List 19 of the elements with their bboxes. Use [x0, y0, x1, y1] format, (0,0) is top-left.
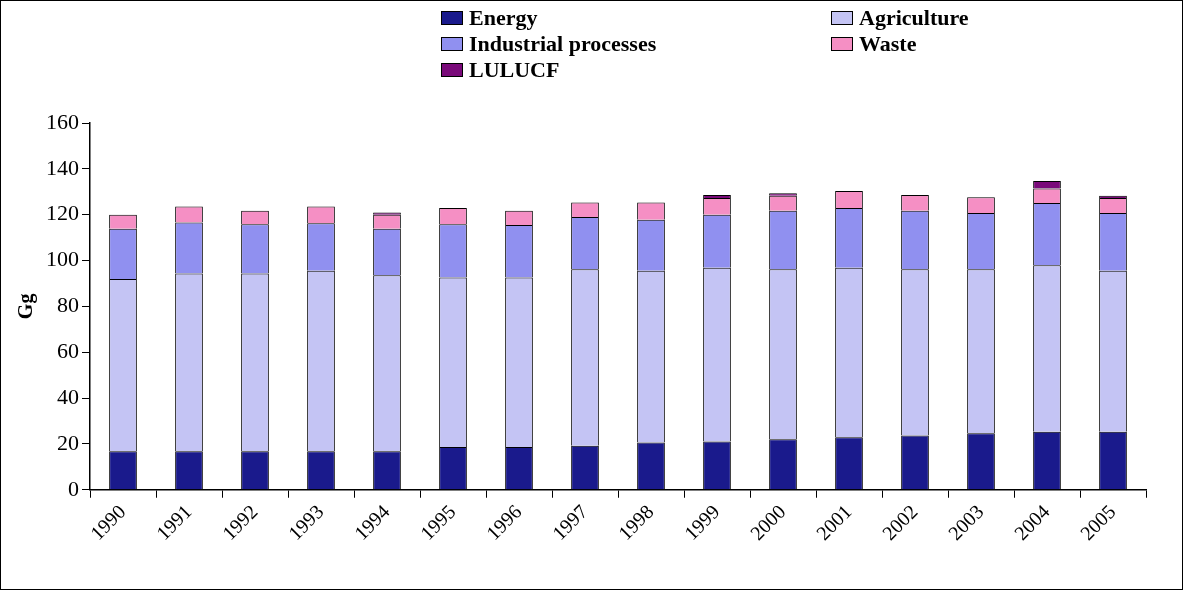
y-tick-label: 80	[57, 292, 79, 318]
x-tick-label: 1999	[679, 500, 724, 545]
x-tick-label: 1990	[85, 500, 130, 545]
legend-label: Waste	[859, 31, 917, 57]
legend-label: Industrial processes	[469, 31, 657, 57]
y-tick-label: 20	[57, 429, 79, 455]
legend-label: LULUCF	[469, 57, 560, 83]
y-tick-label: 60	[57, 338, 79, 363]
y-tick-label: 140	[46, 154, 79, 180]
y-axis-title: Gg	[14, 293, 38, 320]
y-tick-label: 160	[46, 108, 79, 134]
legend-label: Energy	[469, 5, 538, 31]
y-tick-label: 120	[46, 200, 79, 226]
legend-label: Agriculture	[859, 5, 969, 31]
x-tick-label: 1992	[217, 500, 262, 545]
x-tick-label: 1991	[151, 500, 196, 545]
y-tick-label: 40	[57, 383, 79, 409]
y-tick-label: 0	[68, 475, 79, 501]
y-tick-label: 100	[46, 246, 79, 272]
